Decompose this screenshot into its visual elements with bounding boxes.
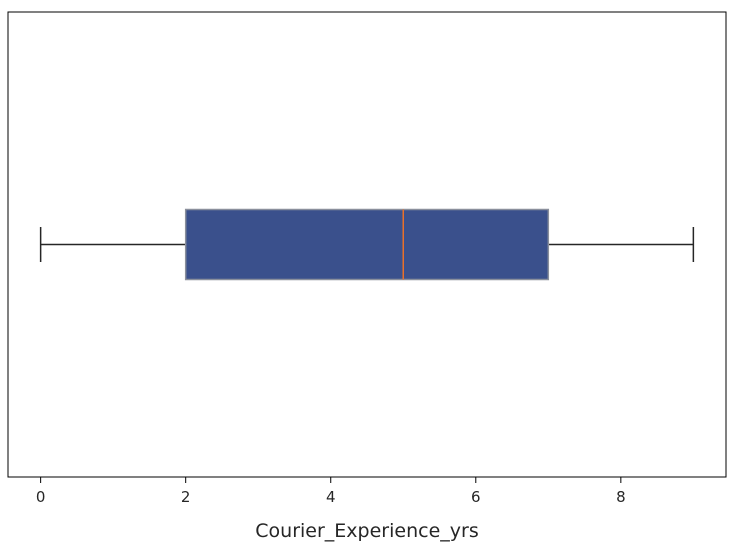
x-tick-label: 4 — [326, 488, 336, 506]
x-axis-label: Courier_Experience_yrs — [255, 520, 478, 542]
x-tick-label: 0 — [36, 488, 46, 506]
x-tick-label: 8 — [616, 488, 626, 506]
x-tick-label: 2 — [181, 488, 191, 506]
x-axis-ticks: 0 2 4 6 8 — [36, 477, 626, 506]
x-tick-label: 6 — [471, 488, 481, 506]
iqr-box — [184, 208, 550, 281]
